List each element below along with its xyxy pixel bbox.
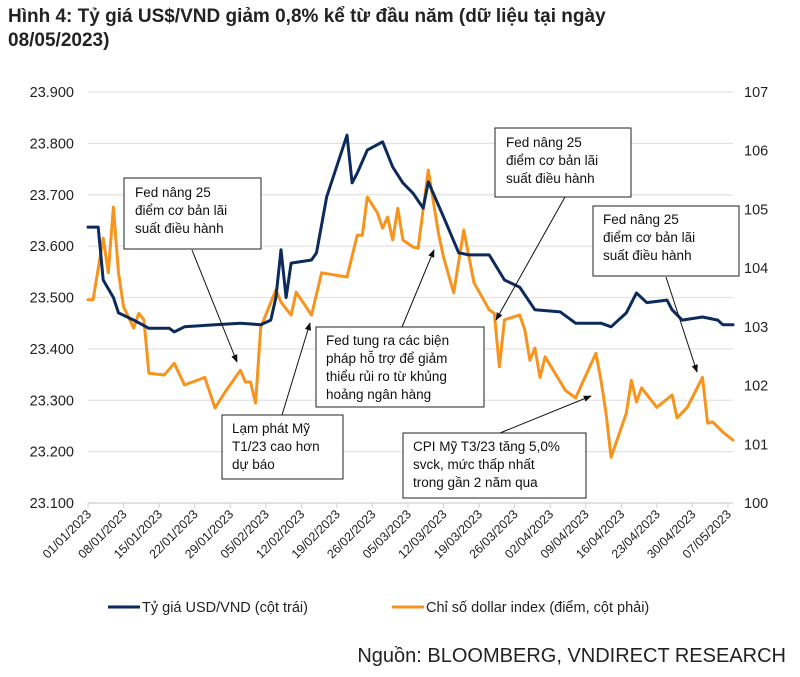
annotation-callout: Fed nâng 25 điểm cơ bản lãi suất điều hành xyxy=(123,177,262,363)
annotation-text: suất điều hành xyxy=(506,171,595,186)
annotation-arrow xyxy=(281,322,311,416)
annotation-text: trong gần 2 năm qua xyxy=(413,475,538,490)
annotation-text: CPI Mỹ T3/23 tăng 5,0% xyxy=(413,439,560,454)
annotation-text: svck, mức thấp nhất xyxy=(413,457,535,472)
left-tick-label: 23.200 xyxy=(30,445,74,461)
chart-title-line-2: 08/05/2023) xyxy=(8,30,109,51)
left-tick-label: 23.600 xyxy=(30,239,74,255)
annotation-arrow xyxy=(495,196,566,321)
legend-label-dxy: Chỉ số dollar index (điểm, cột phải) xyxy=(426,600,649,616)
annotation-text: Lạm phát Mỹ xyxy=(232,421,310,436)
annotation-box xyxy=(315,326,485,408)
annotations: Fed nâng 25 điểm cơ bản lãi suất điều hành… xyxy=(123,127,740,499)
left-tick-label: 23.100 xyxy=(30,496,74,512)
right-tick-label: 105 xyxy=(744,202,768,218)
legend: Tỷ giá USD/VND (cột trái) Chỉ số dollar … xyxy=(108,600,649,616)
right-tick-label: 106 xyxy=(744,144,768,160)
left-axis: 23.900 23.800 23.700 23.600 23.500 23.400 23.3… xyxy=(30,85,74,512)
annotation-callout: Lạm phát Mỹ T1/23 cao hơn dự báo xyxy=(221,322,344,480)
annotation-text: điểm cơ bản lãi xyxy=(603,230,695,245)
series-lines xyxy=(86,133,735,459)
annotation-text: hoảng ngân hàng xyxy=(326,387,431,402)
annotation-box xyxy=(221,414,344,480)
annotation-text: pháp hỗ trợ để giảm xyxy=(326,351,447,366)
chart-title-line-1: Hình 4: Tỷ giá US$/VND giảm 0,8% kể từ đ… xyxy=(8,6,606,27)
annotation-text: T1/23 cao hơn xyxy=(232,439,320,454)
right-tick-label: 103 xyxy=(744,320,768,336)
annotation-box xyxy=(494,127,632,198)
left-tick-label: 23.700 xyxy=(30,188,74,204)
annotation-box xyxy=(592,205,740,277)
right-tick-label: 100 xyxy=(744,496,768,512)
left-tick-label: 23.500 xyxy=(30,291,74,307)
annotation-text: Fed nâng 25 xyxy=(603,212,679,227)
x-axis: 01/01/202308/01/202315/01/202322/01/2023… xyxy=(40,503,734,561)
annotation-callout: Fed nâng 25 điểm cơ bản lãi suất điều hành xyxy=(494,127,632,321)
annotation-text: điểm cơ bản lãi xyxy=(135,203,227,218)
right-tick-label: 101 xyxy=(744,437,768,453)
right-axis: 107 106 105 104 103 102 101 100 xyxy=(744,85,768,512)
annotation-text: Fed tung ra các biện xyxy=(326,333,449,348)
annotation-text: Fed nâng 25 xyxy=(135,185,211,200)
annotation-callout: Fed tung ra các biện pháp hỗ trợ để giảm t… xyxy=(315,249,485,408)
left-tick-label: 23.900 xyxy=(30,85,74,101)
annotation-box xyxy=(123,177,262,250)
series-dollar-index-line xyxy=(86,168,735,459)
annotation-callout: CPI Mỹ T3/23 tăng 5,0% svck, mức thấp nhấ… xyxy=(402,395,592,499)
annotation-text: suất điều hành xyxy=(135,221,224,236)
annotation-text: suất điều hành xyxy=(603,248,692,263)
left-tick-label: 23.300 xyxy=(30,393,74,409)
annotation-arrow xyxy=(665,276,698,373)
legend-label-usd-vnd: Tỷ giá USD/VND (cột trái) xyxy=(142,600,308,616)
annotation-text: điểm cơ bản lãi xyxy=(506,153,598,168)
source-note: Nguồn: BLOOMBERG, VNDIRECT RESEARCH xyxy=(357,645,786,667)
annotation-box xyxy=(402,432,587,499)
annotation-arrow xyxy=(401,249,435,328)
annotation-callout: Fed nâng 25 điểm cơ bản lãi suất điều hành xyxy=(592,205,740,373)
annotation-text: Fed nâng 25 xyxy=(506,135,582,150)
annotation-text: thiểu rủi ro từ khủng xyxy=(326,369,447,384)
annotation-arrow xyxy=(191,249,238,363)
left-tick-label: 23.400 xyxy=(30,342,74,358)
annotation-arrow xyxy=(499,395,592,434)
series-usd-vnd-line xyxy=(86,133,735,334)
left-tick-label: 23.800 xyxy=(30,136,74,152)
right-tick-label: 102 xyxy=(744,379,768,395)
right-tick-label: 104 xyxy=(744,261,768,277)
right-tick-label: 107 xyxy=(744,85,768,101)
annotation-text: dự báo xyxy=(232,457,275,472)
